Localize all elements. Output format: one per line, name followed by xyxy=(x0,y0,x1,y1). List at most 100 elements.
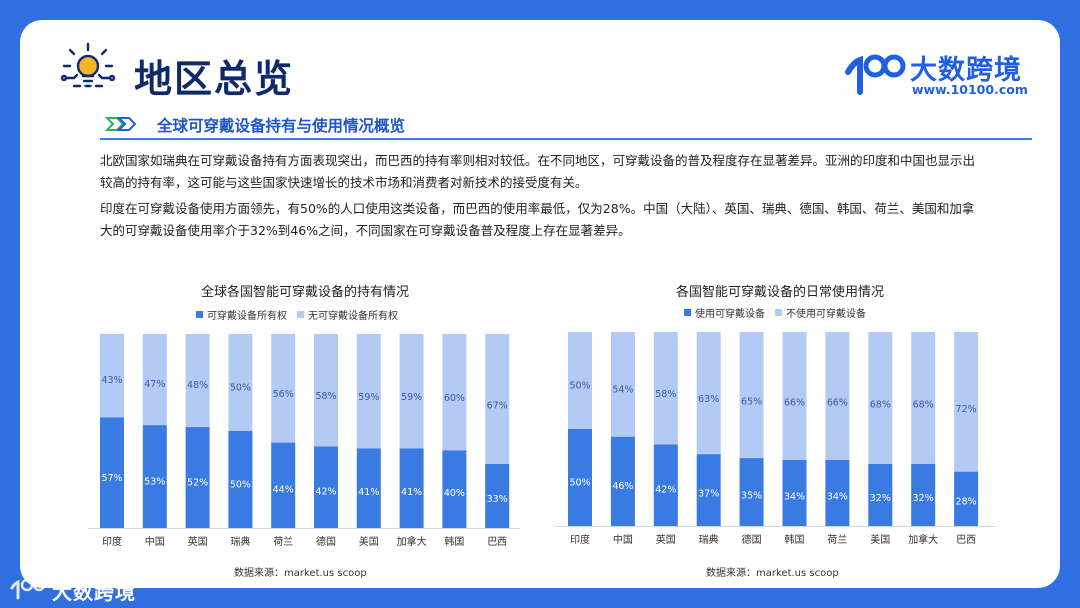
chart2-bar-segment-primary xyxy=(653,444,678,526)
chart2-bar-segment-secondary xyxy=(782,332,807,461)
chart1-data-label: 47% xyxy=(144,379,165,390)
chart2-source: 数据来源：market.us scoop xyxy=(706,568,839,579)
chart2-legend-use-label: 使用可穿戴设备 xyxy=(695,309,765,320)
chart2-bar-segment-primary xyxy=(782,460,807,526)
chart2-data-label: 50% xyxy=(569,477,590,488)
chart1-x-tick-label: 加拿大 xyxy=(397,535,427,548)
chart1-data-label: 59% xyxy=(401,392,422,403)
chart1-bar-segment-secondary xyxy=(399,334,424,449)
chart2-data-label: 66% xyxy=(784,397,805,408)
chart2-x-tick-label: 美国 xyxy=(870,533,890,546)
chart2-bar-segment-primary xyxy=(911,463,936,526)
chart2-legend-not-use-label: 不使用可穿戴设备 xyxy=(786,309,866,320)
chart2-bar-segment-secondary xyxy=(911,332,936,464)
chart2-x-tick-label: 中国 xyxy=(613,533,633,546)
chart2-data-label: 34% xyxy=(784,491,805,502)
chart1-bar-segment-secondary xyxy=(271,334,296,443)
chart2-bar-segment-secondary xyxy=(696,332,721,455)
section-title: 全球可穿戴设备持有与使用情况概览 xyxy=(157,117,406,135)
chart2-data-label: 28% xyxy=(956,497,977,508)
footer-logo-icon xyxy=(10,578,46,600)
chart1-bar-segment-primary xyxy=(485,463,510,528)
chart1-x-tick-label: 美国 xyxy=(359,535,379,548)
chart2-bar-segment-secondary xyxy=(954,332,979,472)
chart2-bar-segment-primary xyxy=(739,458,764,526)
chart1-legend-owned: 可穿戴设备所有权 xyxy=(196,307,287,322)
chart2-data-label: 72% xyxy=(956,404,977,415)
chart1-bar-segment-primary xyxy=(228,431,253,528)
chart1-data-label: 56% xyxy=(273,389,294,400)
chart2-bar-segment-secondary xyxy=(610,332,635,437)
chart2-bar-segment-primary xyxy=(954,471,979,526)
chart1-data-label: 53% xyxy=(144,477,165,488)
page-title: 地区总览 xyxy=(134,57,295,101)
chart1-bar-segment-primary xyxy=(314,446,338,528)
chart1-legend-not-owned-swatch xyxy=(297,311,304,318)
footer-logo-name: 大数跨境 xyxy=(52,580,136,604)
chart1-bar-segment-primary xyxy=(399,448,424,528)
chart1-x-tick-label: 印度 xyxy=(102,535,122,548)
chart2-data-label: 50% xyxy=(569,380,590,391)
chart2-bar-segment-primary xyxy=(610,436,635,526)
chart2-title: 各国智能可穿戴设备的日常使用情况 xyxy=(675,285,884,300)
chart1-data-label: 42% xyxy=(315,486,336,497)
chart2-bar-segment-primary xyxy=(568,429,592,526)
chart1-data-label: 41% xyxy=(358,487,379,498)
chart2-data-label: 58% xyxy=(655,389,676,400)
chart2-x-tick-label: 巴西 xyxy=(956,534,976,546)
chart1-bar-segment-secondary xyxy=(314,334,338,447)
chart1-plot: 43% 57% 印度 47% 53% 中国 48% 52% 英国 50% 50% 瑞典 56% 44% 荷兰… xyxy=(88,334,520,548)
chart2-bar-segment-secondary xyxy=(739,332,764,459)
chart1-bar-segment-secondary xyxy=(185,334,210,428)
chart2-bar-segment-secondary xyxy=(825,332,850,461)
chart1-legend-not-owned-label: 无可穿戴设备所有权 xyxy=(308,311,398,322)
chart2-data-label: 37% xyxy=(698,489,719,500)
chart2-data-label: 35% xyxy=(741,490,762,501)
chart1-data-label: 50% xyxy=(230,479,251,490)
chart2-bar-segment-primary xyxy=(868,463,893,526)
chart1-bar-segment-primary xyxy=(356,448,381,528)
chart1-bar-segment-primary xyxy=(442,450,467,528)
chart1-data-label: 59% xyxy=(358,392,379,403)
chart1-data-label: 52% xyxy=(187,478,208,489)
chart1-data-label: 43% xyxy=(101,375,122,386)
chart1-data-label: 40% xyxy=(444,488,465,499)
chart1-bar-segment-primary xyxy=(142,425,167,528)
chart1-data-label: 60% xyxy=(444,393,465,404)
chart2-bar-segment-secondary xyxy=(653,332,678,445)
chart2-x-tick-label: 瑞典 xyxy=(699,533,719,546)
chart1-data-label: 58% xyxy=(315,391,336,402)
chart2-data-label: 68% xyxy=(913,400,934,411)
chart1-data-label: 57% xyxy=(101,473,122,484)
chart2-data-label: 63% xyxy=(698,394,719,405)
chart1-data-label: 50% xyxy=(230,382,251,393)
chart2-data-label: 65% xyxy=(741,396,762,407)
brand-logo-url: www.10100.com xyxy=(912,82,1028,97)
chart1-bar-segment-secondary xyxy=(142,334,167,426)
chart2-data-label: 32% xyxy=(870,493,891,504)
chart2-x-tick-label: 韩国 xyxy=(785,533,805,546)
chart1-legend-owned-label: 可穿戴设备所有权 xyxy=(207,311,287,322)
chart2-data-label: 46% xyxy=(612,481,633,492)
paragraph-ownership: 北欧国家如瑞典在可穿戴设备持有方面表现突出，而巴西的持有率则相对较低。在不同地区… xyxy=(100,153,976,190)
chart2-bar-segment-secondary xyxy=(868,332,893,464)
chart1-data-label: 44% xyxy=(273,485,294,496)
chart1-bar-segment-secondary xyxy=(442,334,467,451)
section-divider xyxy=(100,138,1032,140)
chart2-legend-use: 使用可穿戴设备 xyxy=(684,305,765,320)
chart2-x-tick-label: 英国 xyxy=(656,533,676,546)
chart2-legend: 使用可穿戴设备 不使用可穿戴设备 xyxy=(684,305,876,320)
brand-logo-name: 大数跨境 xyxy=(910,55,1022,86)
chart2-bar-segment-primary xyxy=(825,460,850,526)
chart1-legend: 可穿戴设备所有权 无可穿戴设备所有权 xyxy=(196,307,408,322)
chart2-data-label: 68% xyxy=(870,400,891,411)
chart1-bar-segment-secondary xyxy=(100,334,124,418)
chart1-source: 数据来源：market.us scoop xyxy=(234,568,367,579)
chart1-title: 全球各国智能可穿戴设备的持有情况 xyxy=(200,285,409,300)
chart2-bar-segment-secondary xyxy=(568,332,592,429)
chart1-bar-segment-primary xyxy=(185,427,210,528)
chart1-data-label: 41% xyxy=(401,487,422,498)
chart1-bar-segment-secondary xyxy=(485,334,510,464)
chart1-legend-owned-swatch xyxy=(196,311,203,318)
chart2-data-label: 42% xyxy=(655,484,676,495)
